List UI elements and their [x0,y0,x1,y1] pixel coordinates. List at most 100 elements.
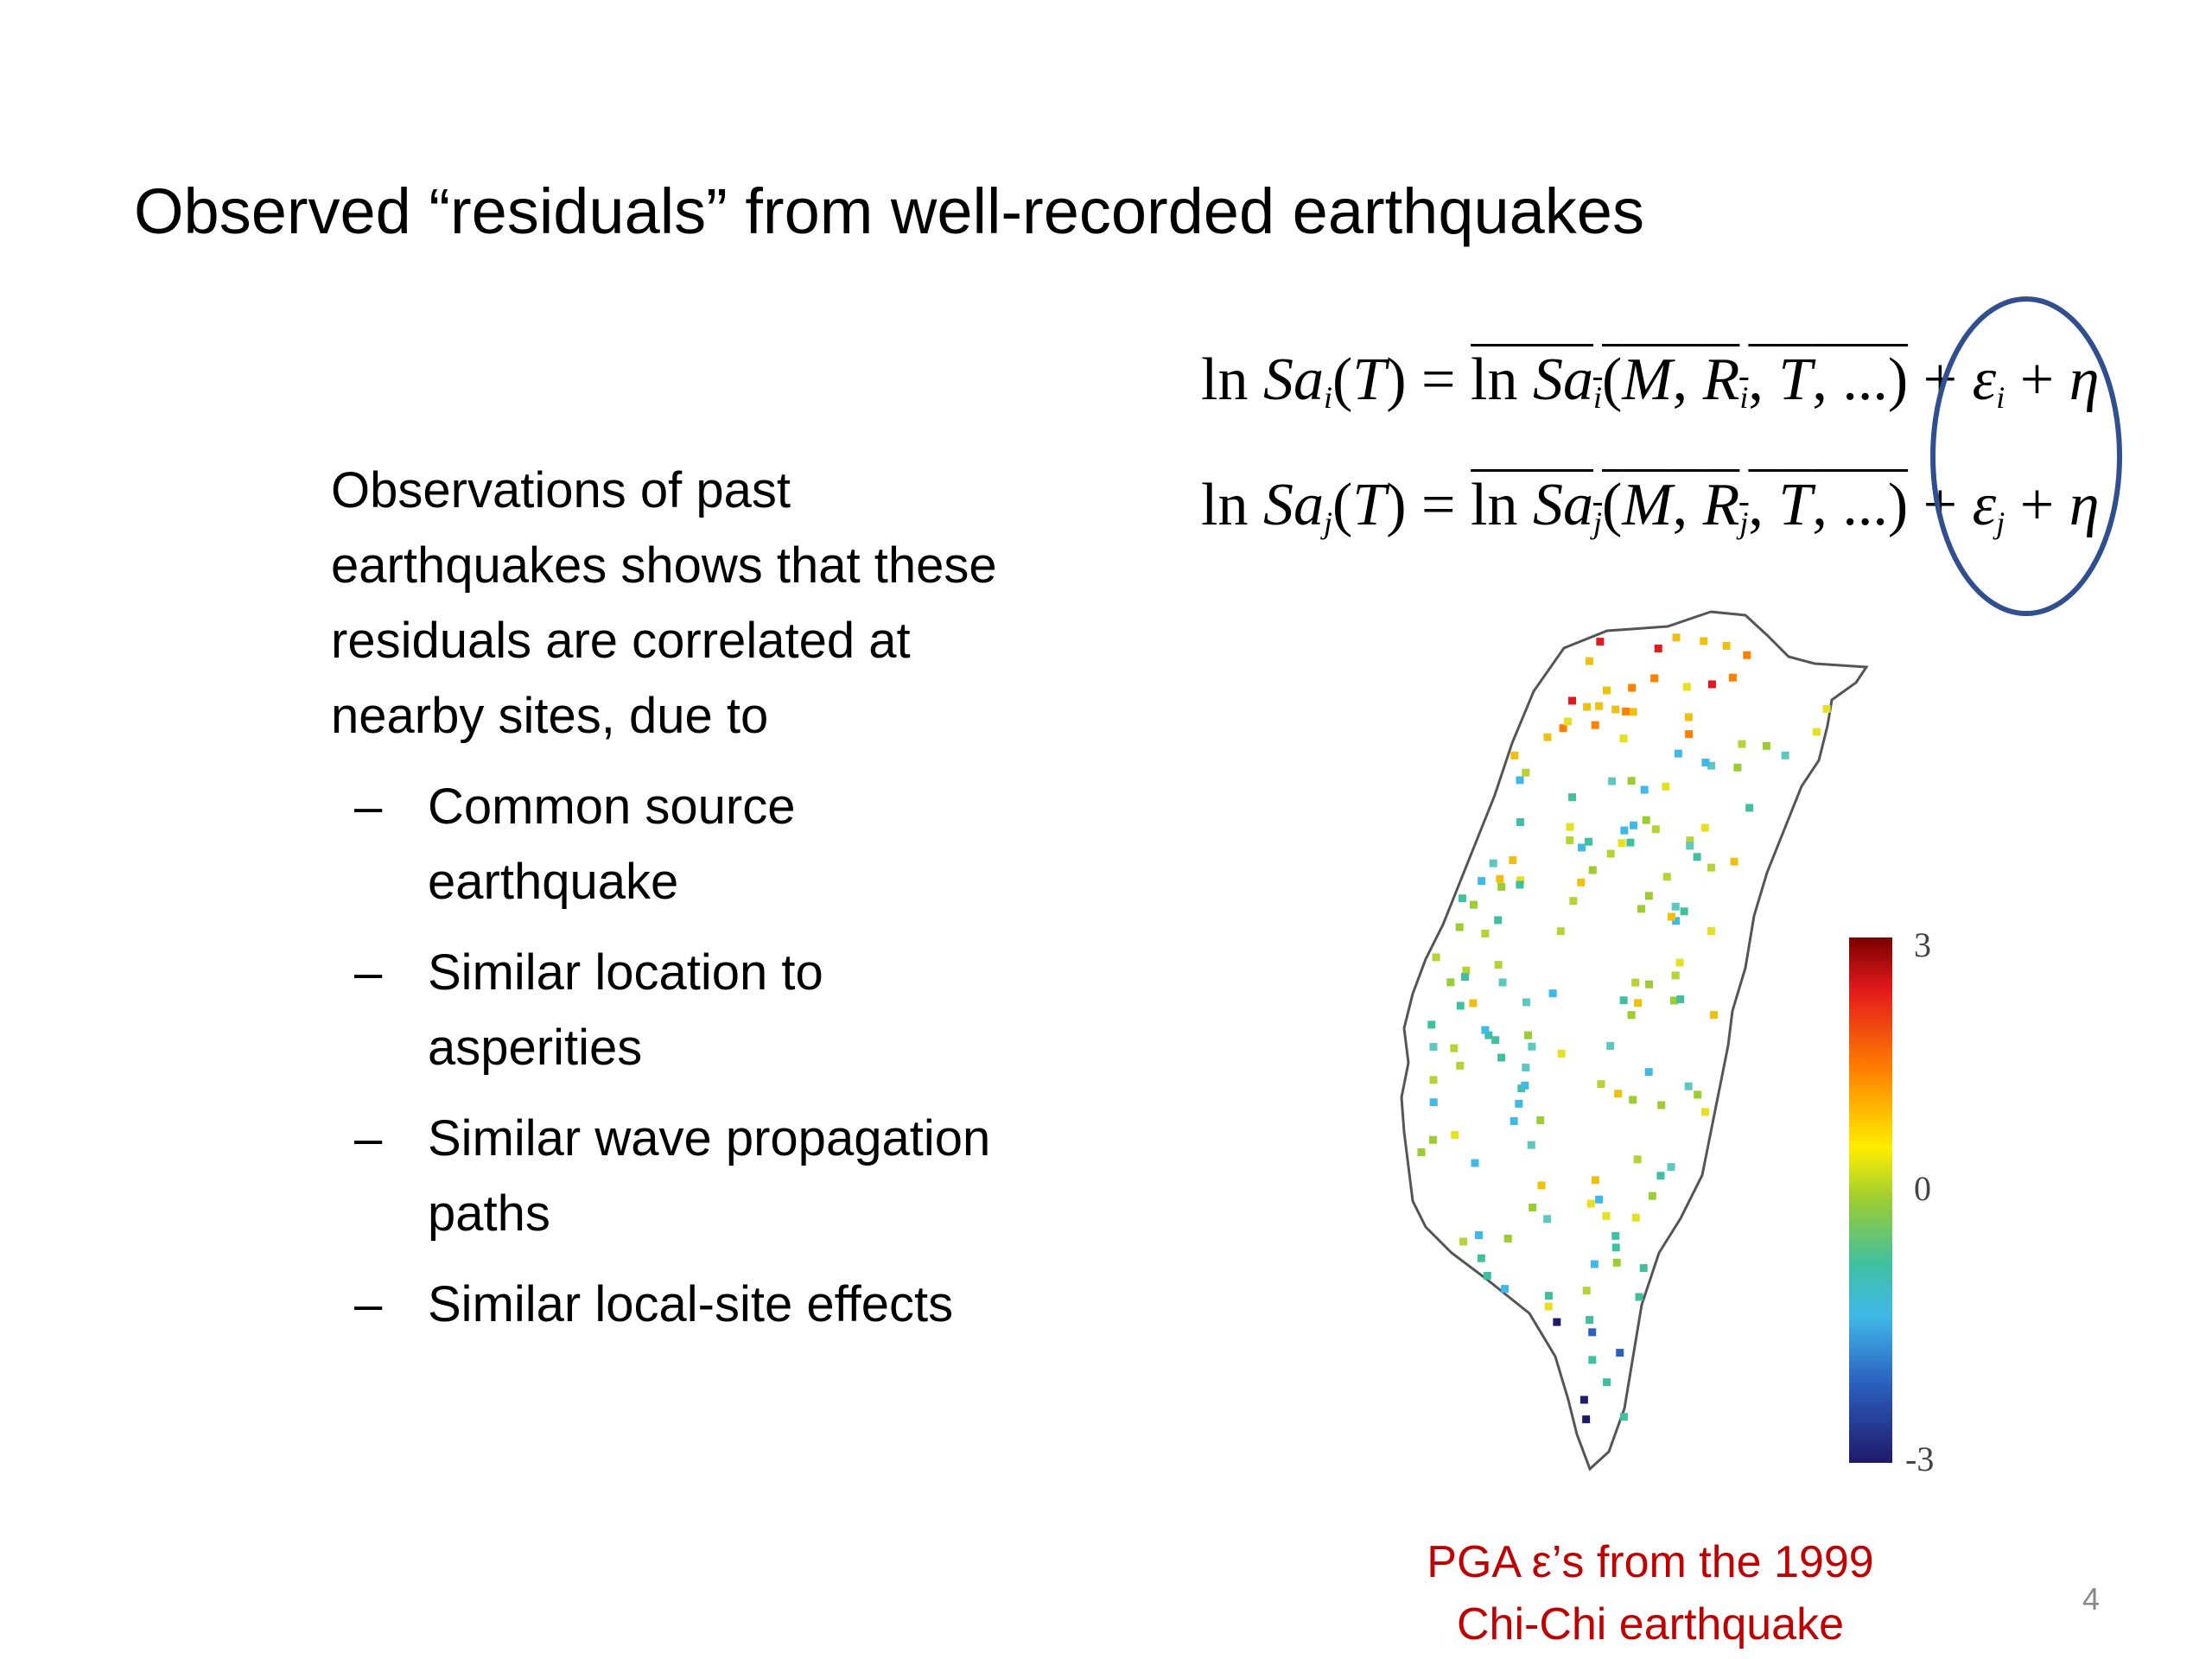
station-marker [1429,1043,1438,1052]
colorbar-min-label: -3 [1905,1440,1935,1478]
station-marker [1496,874,1504,883]
station-marker [1669,996,1678,1005]
station-marker [1469,999,1478,1007]
station-marker [1620,826,1629,835]
figure-caption: PGA ε’s from the 1999 Chi-Chi earthquake [1348,1531,1953,1656]
station-marker [1553,1318,1561,1326]
station-marker [1478,877,1486,886]
station-marker [1618,839,1626,848]
station-marker [1484,1031,1493,1039]
page-number: 4 [2082,1581,2101,1617]
caption-line: PGA ε’s from the 1999 [1427,1537,1874,1587]
colorbar [1849,938,1892,1463]
station-marker [1634,999,1643,1007]
station-marker [1537,1181,1546,1190]
station-marker [1684,1082,1693,1090]
station-marker [1628,683,1637,692]
station-marker [1611,1231,1620,1240]
station-marker [1429,1076,1438,1084]
station-marker [1522,768,1530,777]
station-marker [1556,927,1565,936]
station-marker [1645,980,1654,988]
station-marker [1475,1230,1484,1239]
station-marker [1602,1211,1611,1220]
station-marker [1557,1049,1566,1058]
station-marker [1622,707,1630,715]
station-marker [1640,785,1649,794]
station-marker [1569,897,1578,906]
bullet-text: Common source [428,779,796,835]
body-line: residuals are correlated at [331,613,911,669]
station-marker [1497,882,1506,891]
station-marker [1651,825,1660,834]
station-marker [1629,1096,1637,1104]
bullet-text: Similar local-site effects [428,1276,954,1332]
station-marker [1509,856,1517,865]
station-marker [1456,1061,1465,1070]
station-marker [1470,900,1478,909]
station-marker [1701,758,1710,766]
station-marker [1559,724,1567,733]
station-marker [1450,1044,1459,1052]
station-marker [1631,978,1640,987]
station-marker [1701,1108,1710,1116]
station-marker [1707,680,1716,689]
station-marker [1762,741,1770,750]
station-marker [1522,998,1530,1007]
station-marker [1627,777,1636,785]
station-marker [1611,705,1620,714]
station-marker [1616,1349,1624,1357]
station-marker [1662,782,1670,791]
station-marker [1644,892,1653,900]
station-marker [1516,876,1525,885]
station-marker [1709,1011,1718,1020]
station-marker [1588,866,1597,874]
bullet-dash: – [354,1110,383,1166]
station-marker [1516,776,1524,785]
station-marker [1582,1287,1591,1295]
station-marker [1460,973,1469,982]
station-marker [1563,717,1572,726]
station-marker [1481,1026,1490,1034]
station-marker [1459,1237,1468,1246]
station-marker [1627,1011,1636,1020]
station-marker [1672,917,1681,925]
station-marker [1680,907,1688,916]
body-line: Observations of past [331,462,791,518]
station-marker [1603,1378,1611,1387]
bullet-text: asperities [428,1020,643,1076]
station-marker [1630,821,1638,830]
station-marker [1455,923,1464,931]
station-marker [1738,740,1746,748]
bullet-text: Similar location to [428,944,823,1001]
station-marker [1462,966,1471,975]
station-marker [1672,633,1681,642]
station-marker [1489,859,1497,868]
station-marker [1427,1020,1436,1029]
bullet-item: – Common source earthquake [354,769,1132,919]
station-marker [1619,1413,1628,1421]
station-marker [1684,713,1693,721]
station-marker [1521,1081,1529,1090]
bullet-text: earthquake [428,854,679,910]
station-marker [1568,793,1577,802]
station-marker [1432,953,1440,962]
station-marker [1548,989,1557,998]
station-marker [1481,929,1490,938]
station-marker [1471,1159,1479,1167]
station-marker [1700,637,1708,645]
station-marker [1657,1101,1666,1109]
station-marker [1707,761,1715,770]
station-marker [1428,1135,1437,1144]
station-marker [1544,1292,1553,1300]
station-marker [1686,836,1694,845]
station-marker [1671,971,1680,980]
station-marker [1588,1356,1597,1364]
station-marker [1501,1285,1510,1294]
station-marker [1458,894,1466,903]
taiwan-residual-map [1400,610,1869,1471]
slide-title: Observed “residuals” from well-recorded … [134,175,1644,247]
station-marker [1682,683,1691,691]
station-marker [1583,702,1592,711]
station-marker [1644,1068,1653,1077]
